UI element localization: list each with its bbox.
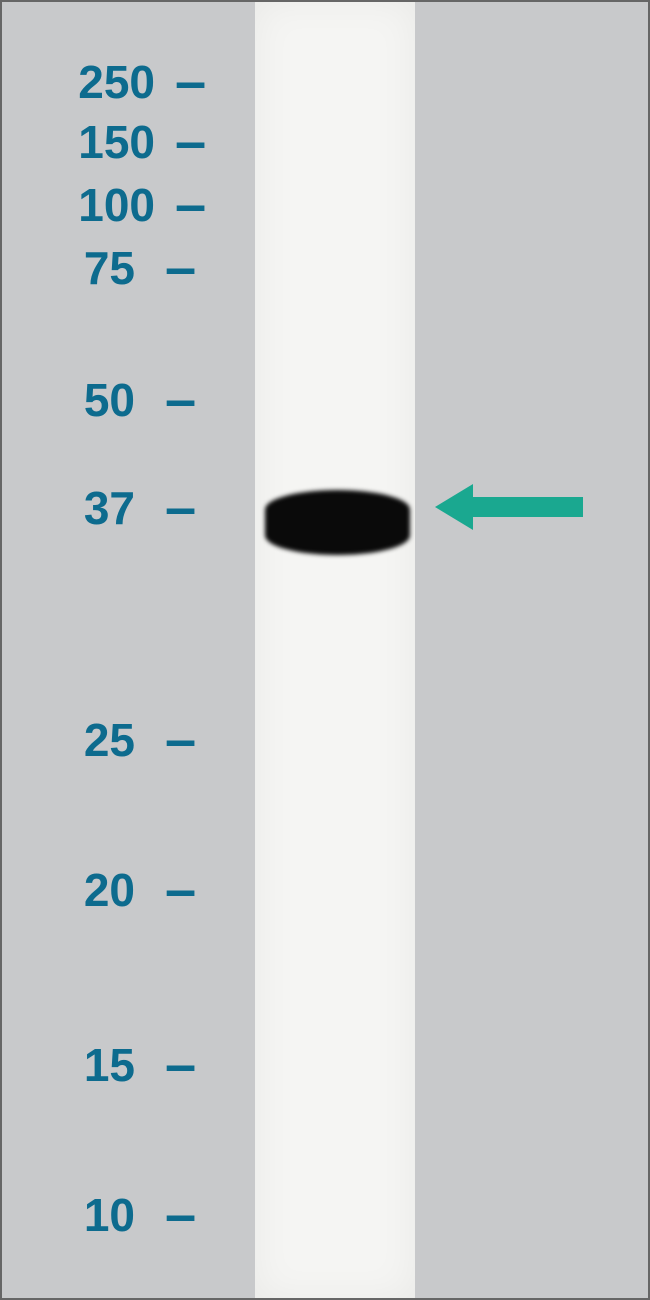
marker-tick: – (165, 366, 196, 431)
marker-tick: – (165, 234, 196, 299)
gel-lane (255, 0, 415, 1300)
marker-label: 100 (0, 178, 155, 232)
marker-label: 20 (0, 863, 135, 917)
marker-label: 25 (0, 713, 135, 767)
marker-label: 50 (0, 373, 135, 427)
marker-tick: – (175, 171, 206, 236)
marker-label: 250 (0, 55, 155, 109)
marker-tick: – (165, 1181, 196, 1246)
western-blot: 250 – 150 – 100 – 75 – 50 – 37 – 25 – 20… (0, 0, 650, 1300)
marker-tick: – (175, 108, 206, 173)
marker-tick: – (165, 706, 196, 771)
marker-label: 75 (0, 241, 135, 295)
marker-label: 37 (0, 481, 135, 535)
protein-band (265, 490, 410, 555)
marker-label: 15 (0, 1038, 135, 1092)
marker-tick: – (175, 48, 206, 113)
marker-tick: – (165, 1031, 196, 1096)
marker-label: 10 (0, 1188, 135, 1242)
marker-tick: – (165, 856, 196, 921)
arrow-head-icon (435, 484, 473, 530)
arrow-shaft (473, 497, 583, 517)
marker-tick: – (165, 474, 196, 539)
marker-label: 150 (0, 115, 155, 169)
